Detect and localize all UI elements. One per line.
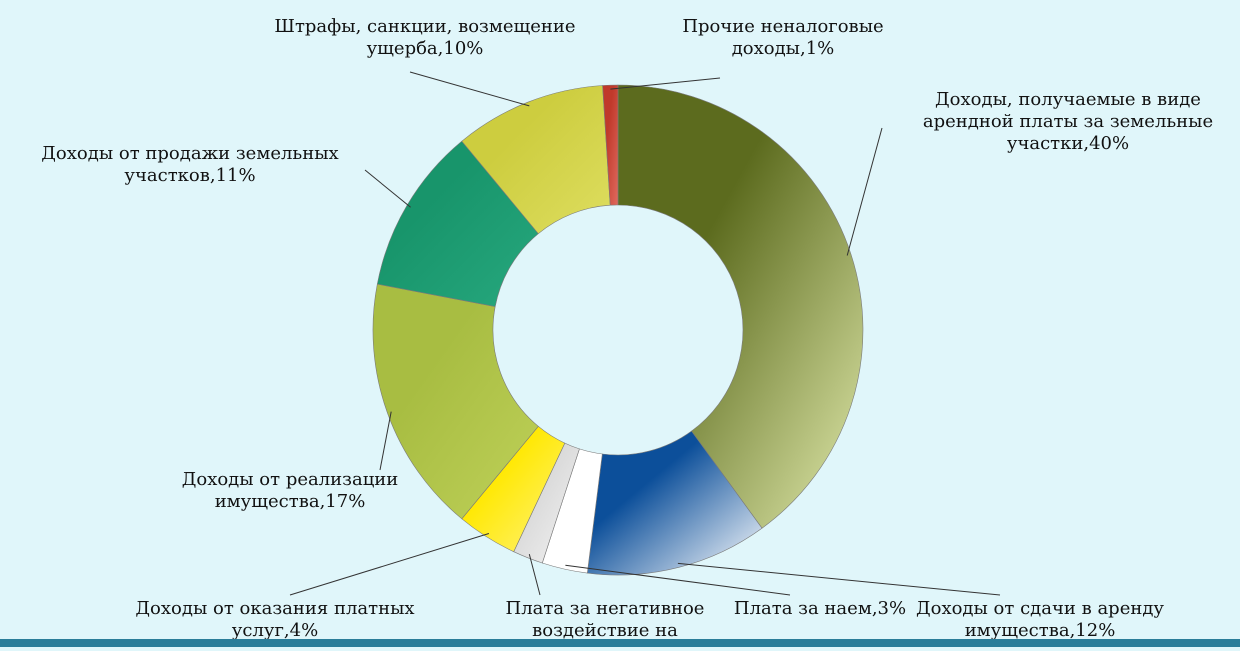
slice-label-line: имущества,12% bbox=[965, 620, 1116, 641]
slice-label-line: воздействие на bbox=[532, 620, 678, 641]
slice-label-line: Доходы, получаемые в виде bbox=[935, 89, 1201, 110]
leader-line bbox=[290, 534, 489, 596]
slice-label-line: ущерба,10% bbox=[367, 38, 484, 59]
slice-label-line: участки,40% bbox=[1007, 133, 1129, 154]
leader-line bbox=[565, 565, 790, 595]
slice-label-line: доходы,1% bbox=[732, 38, 835, 59]
leader-line bbox=[847, 128, 882, 256]
leader-line bbox=[610, 78, 720, 89]
slice-label-line: услуг,4% bbox=[232, 620, 318, 641]
leader-line bbox=[678, 563, 1000, 595]
leader-line bbox=[410, 72, 529, 106]
bottom-border bbox=[0, 639, 1240, 647]
slice-label-line: Доходы от сдачи в аренду bbox=[916, 598, 1164, 619]
slice-label-line: Доходы от продажи земельных bbox=[41, 143, 338, 164]
slice-label-line: Плата за негативное bbox=[506, 598, 705, 619]
slice-label-line: Плата за наем,3% bbox=[734, 598, 906, 619]
slice-label-line: участков,11% bbox=[124, 165, 255, 186]
slice-label-line: Доходы от оказания платных bbox=[135, 598, 414, 619]
leader-line bbox=[365, 170, 411, 207]
leader-line bbox=[380, 412, 391, 470]
slice-label-line: имущества,17% bbox=[215, 491, 366, 512]
slice-label-line: арендной платы за земельные bbox=[923, 111, 1213, 132]
slice-label-line: Прочие неналоговые bbox=[682, 16, 883, 37]
slice-label-line: Штрафы, санкции, возмещение bbox=[274, 16, 575, 37]
slice-label: Плата за наем,3% bbox=[734, 598, 906, 619]
slice-label-line: Доходы от реализации bbox=[182, 469, 399, 490]
